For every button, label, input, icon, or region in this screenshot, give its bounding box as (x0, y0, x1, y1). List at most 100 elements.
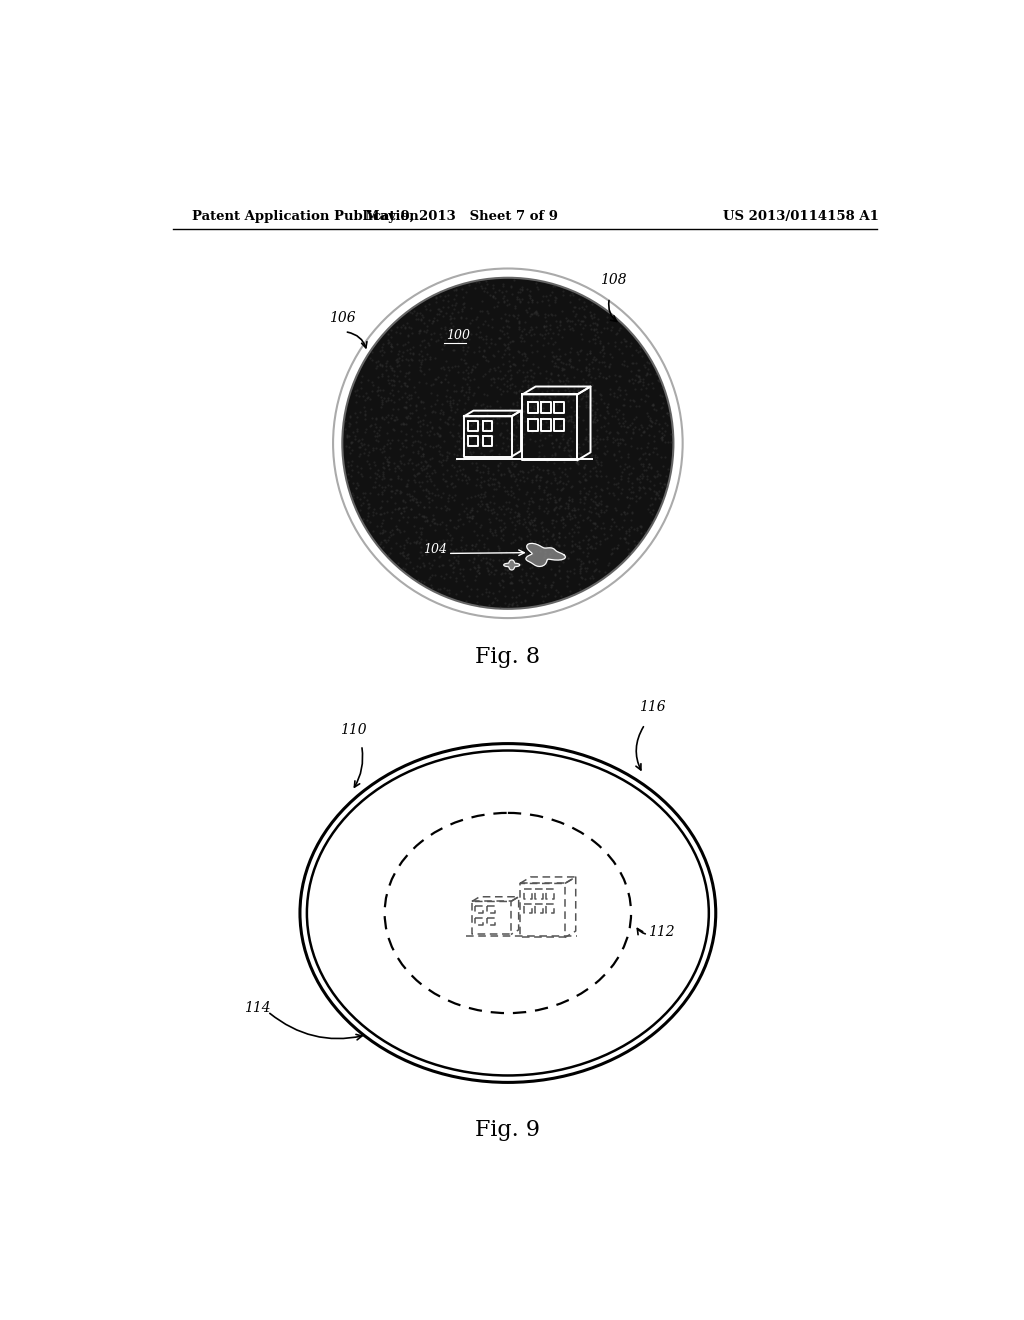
Point (445, 375, 462, 396)
Point (623, 360, 639, 381)
Point (342, 414, 358, 436)
Point (468, 393, 484, 414)
Text: Fig. 9: Fig. 9 (475, 1119, 541, 1140)
Point (398, 496, 415, 517)
Point (471, 428, 487, 449)
Point (415, 413, 431, 434)
Point (480, 426, 497, 447)
Point (608, 537, 625, 558)
Point (385, 385, 401, 407)
Point (520, 462, 537, 483)
Point (587, 560, 603, 581)
Point (586, 306, 602, 327)
Point (431, 450, 447, 471)
Point (348, 478, 365, 499)
Point (424, 490, 440, 511)
Point (471, 529, 487, 550)
Point (452, 326, 468, 347)
Point (523, 565, 540, 586)
Point (509, 595, 525, 616)
Point (535, 434, 551, 455)
Point (623, 333, 639, 354)
Point (562, 508, 579, 529)
Point (548, 345, 564, 366)
Point (435, 482, 452, 503)
Point (470, 494, 486, 515)
Point (392, 323, 409, 345)
Point (431, 556, 447, 577)
Point (374, 392, 390, 413)
Point (376, 529, 392, 550)
Point (571, 548, 588, 569)
Point (559, 432, 575, 453)
Point (625, 352, 641, 374)
Point (537, 317, 553, 338)
Point (373, 387, 389, 408)
Point (463, 535, 479, 556)
Point (474, 301, 490, 322)
Point (510, 411, 526, 432)
Point (648, 409, 665, 430)
Point (582, 342, 598, 363)
Point (523, 317, 540, 338)
Point (599, 428, 615, 449)
Point (658, 414, 675, 436)
Point (502, 502, 518, 523)
Point (546, 516, 562, 537)
Text: 116: 116 (639, 700, 666, 714)
Point (646, 413, 663, 434)
Point (350, 430, 367, 451)
Point (446, 298, 463, 319)
Point (587, 527, 603, 548)
Point (437, 351, 454, 372)
Point (431, 546, 447, 568)
Point (625, 389, 641, 411)
Point (525, 405, 542, 426)
Point (341, 414, 357, 436)
Point (595, 335, 611, 356)
Point (385, 360, 401, 381)
Point (440, 442, 457, 463)
Point (473, 491, 489, 512)
Point (416, 313, 432, 334)
Point (481, 418, 498, 440)
Point (536, 479, 552, 500)
Point (557, 498, 573, 519)
Point (503, 484, 519, 506)
Point (564, 490, 581, 511)
Point (583, 502, 599, 523)
Point (344, 432, 360, 453)
Point (406, 465, 422, 486)
Point (453, 306, 469, 327)
Point (367, 471, 383, 492)
Point (465, 384, 481, 405)
Point (424, 541, 440, 562)
Point (608, 323, 625, 345)
Point (390, 455, 407, 477)
Point (391, 498, 408, 519)
Point (532, 429, 549, 450)
Point (569, 380, 586, 401)
Point (349, 379, 366, 400)
Point (398, 397, 415, 418)
Point (596, 414, 612, 436)
Point (489, 504, 506, 525)
Point (507, 529, 523, 550)
Point (378, 407, 394, 428)
Point (499, 480, 515, 502)
Point (580, 533, 596, 554)
Point (615, 502, 632, 523)
Point (434, 463, 451, 484)
Point (375, 463, 391, 484)
Point (470, 554, 486, 576)
Point (574, 510, 591, 531)
Point (625, 418, 641, 440)
Point (372, 417, 388, 438)
Point (570, 437, 587, 458)
Point (626, 531, 642, 552)
Point (568, 359, 585, 380)
Point (390, 399, 407, 420)
Point (490, 510, 507, 531)
Point (632, 341, 648, 362)
Point (459, 487, 475, 508)
